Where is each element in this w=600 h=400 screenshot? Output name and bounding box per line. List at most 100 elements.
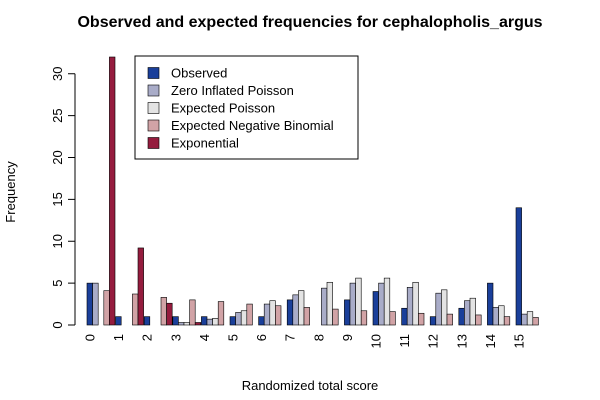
x-axis-label: Randomized total score <box>242 378 379 393</box>
x-tick-label-13: 13 <box>454 334 469 348</box>
x-tick-label-5: 5 <box>226 334 241 341</box>
y-axis: 0 5 10 15 20 25 30 <box>50 67 76 329</box>
bar-expected-poisson-13 <box>469 297 476 326</box>
y-tick-label-15: 15 <box>50 192 65 206</box>
bar-zero-inflated-poisson-7 <box>292 294 299 326</box>
x-tick-label-14: 14 <box>483 334 498 348</box>
legend-swatch-expected-negative-binomial <box>147 119 160 132</box>
bar-observed-14 <box>487 282 494 326</box>
bar-expected-negative-binomial-7 <box>303 307 310 326</box>
bar-expected-poisson-3 <box>183 322 190 326</box>
x-axis: 0 1 2 3 4 5 6 7 8 9 10 11 12 13 14 15 <box>83 334 527 348</box>
bar-expected-poisson-12 <box>441 289 448 326</box>
x-tick-label-6: 6 <box>254 334 269 341</box>
bar-observed-4 <box>201 316 208 326</box>
bar-expected-negative-binomial-1 <box>132 293 139 326</box>
x-tick-label-4: 4 <box>197 334 212 341</box>
bar-observed-13 <box>458 307 465 326</box>
x-tick-label-3: 3 <box>168 334 183 341</box>
bar-exponential-3 <box>194 322 202 326</box>
bar-expected-poisson-14 <box>498 305 505 326</box>
bar-observed-0 <box>86 282 93 326</box>
chart-title: Observed and expected frequencies for ce… <box>77 14 542 31</box>
x-tick-label-9: 9 <box>340 334 355 341</box>
bar-expected-negative-binomial-9 <box>360 310 368 326</box>
y-tick-label-10: 10 <box>50 234 65 248</box>
legend-label-zero-inflated-poisson: Zero Inflated Poisson <box>171 83 294 98</box>
bar-exponential-0 <box>109 56 116 326</box>
bar-observed-15 <box>515 207 522 326</box>
bars-group <box>86 56 539 326</box>
bar-expected-poisson-6 <box>269 300 276 326</box>
bar-expected-negative-binomial-15 <box>532 317 539 326</box>
x-tick-label-10: 10 <box>369 334 384 348</box>
legend-label-expected-poisson: Expected Poisson <box>171 101 275 116</box>
bar-observed-1 <box>115 316 122 326</box>
x-tick-label-2: 2 <box>140 334 155 341</box>
legend-swatch-zero-inflated-poisson <box>147 84 160 97</box>
x-tick-label-15: 15 <box>512 334 527 348</box>
bar-observed-9 <box>344 299 351 326</box>
legend-swatch-observed <box>147 67 160 79</box>
bar-observed-5 <box>229 316 236 326</box>
bar-exponential-2 <box>166 302 173 326</box>
bar-expected-negative-binomial-3 <box>189 299 196 326</box>
bar-expected-negative-binomial-11 <box>418 312 425 326</box>
legend-label-expected-negative-binomial: Expected Negative Binomial <box>171 118 334 133</box>
y-tick-label-20: 20 <box>50 150 65 164</box>
bar-zero-inflated-poisson-12 <box>435 292 442 326</box>
bar-observed-10 <box>372 291 379 326</box>
bar-zero-inflated-poisson-4 <box>206 318 213 326</box>
y-tick-label-5: 5 <box>50 280 65 287</box>
bar-observed-2 <box>143 316 151 326</box>
legend-swatch-exponential <box>147 137 160 149</box>
bar-expected-poisson-11 <box>412 281 419 326</box>
bar-zero-inflated-poisson-3 <box>178 322 185 326</box>
x-tick-label-11: 11 <box>397 334 412 348</box>
bar-expected-negative-binomial-8 <box>332 308 339 326</box>
y-tick-label-30: 30 <box>50 67 65 81</box>
bar-zero-inflated-poisson-6 <box>263 303 271 326</box>
bar-expected-negative-binomial-5 <box>246 303 253 326</box>
bar-expected-negative-binomial-6 <box>275 305 282 326</box>
legend-box <box>134 55 359 160</box>
y-axis-label: Frequency <box>3 161 18 223</box>
y-tick-label-25: 25 <box>50 108 65 122</box>
x-tick-label-7: 7 <box>283 334 298 341</box>
bar-expected-negative-binomial-2 <box>160 297 167 326</box>
x-tick-label-1: 1 <box>111 334 126 341</box>
bar-expected-poisson-9 <box>355 277 362 326</box>
bar-exponential-1 <box>137 247 144 326</box>
bar-zero-inflated-poisson-5 <box>235 312 242 326</box>
x-tick-label-0: 0 <box>83 334 98 341</box>
bar-zero-inflated-poisson-8 <box>321 287 328 326</box>
bar-expected-poisson-15 <box>526 311 534 326</box>
bar-expected-negative-binomial-0 <box>103 290 110 326</box>
bar-expected-poisson-4 <box>212 317 219 326</box>
x-tick-label-12: 12 <box>426 334 441 348</box>
legend-label-observed: Observed <box>171 66 227 81</box>
bar-expected-negative-binomial-4 <box>217 301 225 326</box>
bar-observed-11 <box>401 307 408 326</box>
bar-zero-inflated-poisson-14 <box>492 307 499 326</box>
legend-swatch-expected-poisson <box>147 102 160 114</box>
bar-zero-inflated-poisson-15 <box>521 313 528 326</box>
bar-observed-12 <box>429 316 437 326</box>
bar-observed-3 <box>172 316 179 326</box>
bar-expected-negative-binomial-12 <box>446 313 453 326</box>
legend-label-exponential: Exponential <box>171 136 239 151</box>
y-tick-label-0: 0 <box>50 321 65 328</box>
x-tick-label-8: 8 <box>311 334 326 341</box>
bar-zero-inflated-poisson-13 <box>464 300 471 326</box>
bar-zero-inflated-poisson-10 <box>378 282 385 326</box>
bar-zero-inflated-poisson-0 <box>92 282 99 326</box>
bar-observed-6 <box>258 316 265 326</box>
bar-expected-poisson-10 <box>383 277 391 326</box>
bar-zero-inflated-poisson-11 <box>406 287 414 326</box>
bar-expected-poisson-7 <box>298 290 305 326</box>
bar-expected-poisson-5 <box>240 310 248 326</box>
legend: Observed Zero Inflated Poisson Expected Po… <box>134 55 359 160</box>
bar-expected-negative-binomial-14 <box>503 316 511 326</box>
bar-observed-7 <box>286 299 294 326</box>
